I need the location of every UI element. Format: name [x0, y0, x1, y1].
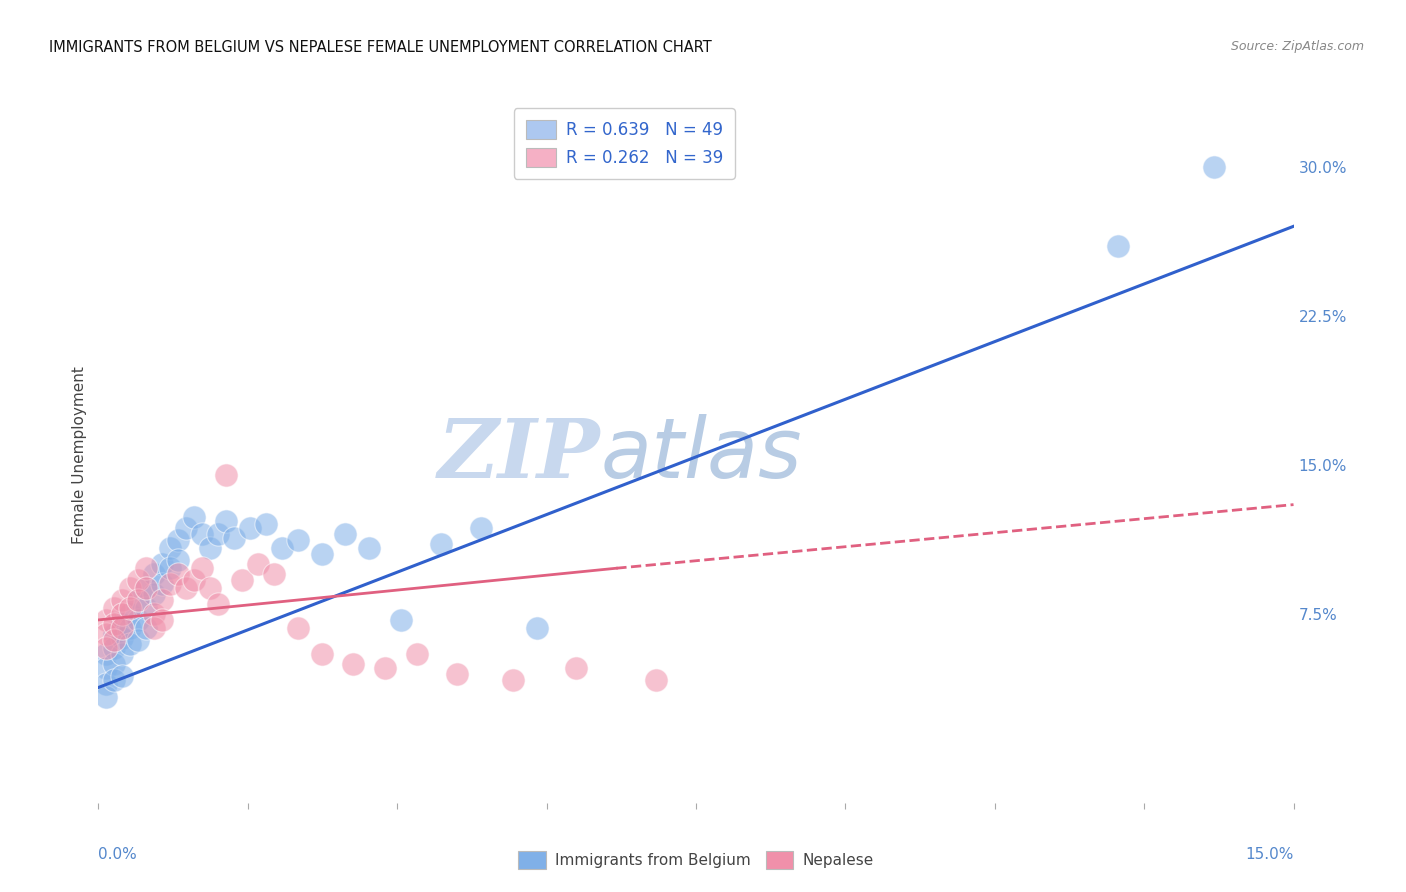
Point	[167, 567, 190, 582]
Point	[159, 577, 181, 591]
Point	[239, 521, 262, 535]
Point	[96, 676, 118, 690]
Point	[120, 621, 142, 635]
Point	[96, 647, 118, 661]
Point	[342, 657, 364, 671]
Point	[645, 673, 668, 687]
Point	[311, 547, 333, 561]
Text: Source: ZipAtlas.com: Source: ZipAtlas.com	[1230, 40, 1364, 54]
Point	[111, 593, 134, 607]
Point	[150, 613, 173, 627]
Point	[389, 613, 412, 627]
Y-axis label: Female Unemployment: Female Unemployment	[72, 366, 87, 544]
Point	[103, 673, 125, 687]
Point	[191, 561, 214, 575]
Point	[120, 637, 142, 651]
Text: ZIP: ZIP	[437, 415, 600, 495]
Point	[111, 621, 134, 635]
Point	[96, 613, 118, 627]
Point	[96, 660, 118, 674]
Point	[96, 640, 118, 655]
Point	[406, 647, 429, 661]
Point	[96, 627, 118, 641]
Point	[215, 514, 238, 528]
Point	[135, 621, 157, 635]
Point	[103, 632, 125, 647]
Point	[159, 561, 181, 575]
Point	[120, 601, 142, 615]
Point	[103, 657, 125, 671]
Point	[565, 660, 588, 674]
Point	[311, 647, 333, 661]
Point	[167, 553, 190, 567]
Point	[127, 632, 149, 647]
Point	[374, 660, 396, 674]
Point	[127, 613, 149, 627]
Point	[150, 558, 173, 572]
Point	[183, 573, 205, 587]
Point	[1107, 239, 1129, 253]
Point	[135, 561, 157, 575]
Point	[103, 601, 125, 615]
Point	[335, 527, 357, 541]
Point	[143, 621, 166, 635]
Point	[127, 573, 149, 587]
Text: 15.0%: 15.0%	[1246, 847, 1294, 862]
Point	[198, 581, 221, 595]
Text: IMMIGRANTS FROM BELGIUM VS NEPALESE FEMALE UNEMPLOYMENT CORRELATION CHART: IMMIGRANTS FROM BELGIUM VS NEPALESE FEMA…	[49, 40, 711, 55]
Point	[103, 640, 125, 655]
Point	[470, 521, 492, 535]
Point	[120, 581, 142, 595]
Point	[150, 577, 173, 591]
Point	[359, 541, 381, 556]
Point	[135, 601, 157, 615]
Point	[96, 690, 118, 705]
Point	[127, 593, 149, 607]
Point	[207, 597, 229, 611]
Point	[127, 593, 149, 607]
Point	[231, 573, 253, 587]
Point	[207, 527, 229, 541]
Point	[430, 537, 453, 551]
Point	[198, 541, 221, 556]
Point	[270, 541, 292, 556]
Point	[120, 607, 142, 621]
Point	[143, 607, 166, 621]
Point	[246, 558, 269, 572]
Point	[191, 527, 214, 541]
Point	[1202, 160, 1225, 174]
Point	[263, 567, 285, 582]
Point	[103, 616, 125, 631]
Legend: Immigrants from Belgium, Nepalese: Immigrants from Belgium, Nepalese	[512, 846, 880, 875]
Point	[446, 666, 468, 681]
Point	[215, 467, 238, 482]
Point	[502, 673, 524, 687]
Point	[111, 631, 134, 645]
Point	[143, 587, 166, 601]
Point	[135, 581, 157, 595]
Text: atlas: atlas	[600, 415, 801, 495]
Point	[111, 647, 134, 661]
Point	[159, 541, 181, 556]
Point	[222, 532, 245, 546]
Point	[135, 581, 157, 595]
Point	[150, 593, 173, 607]
Point	[167, 533, 190, 548]
Point	[143, 567, 166, 582]
Point	[103, 627, 125, 641]
Point	[254, 517, 277, 532]
Point	[111, 616, 134, 631]
Point	[174, 521, 197, 535]
Point	[526, 621, 548, 635]
Point	[111, 668, 134, 682]
Point	[183, 509, 205, 524]
Point	[111, 607, 134, 621]
Text: 0.0%: 0.0%	[98, 847, 138, 862]
Point	[287, 533, 309, 548]
Point	[287, 621, 309, 635]
Point	[174, 581, 197, 595]
